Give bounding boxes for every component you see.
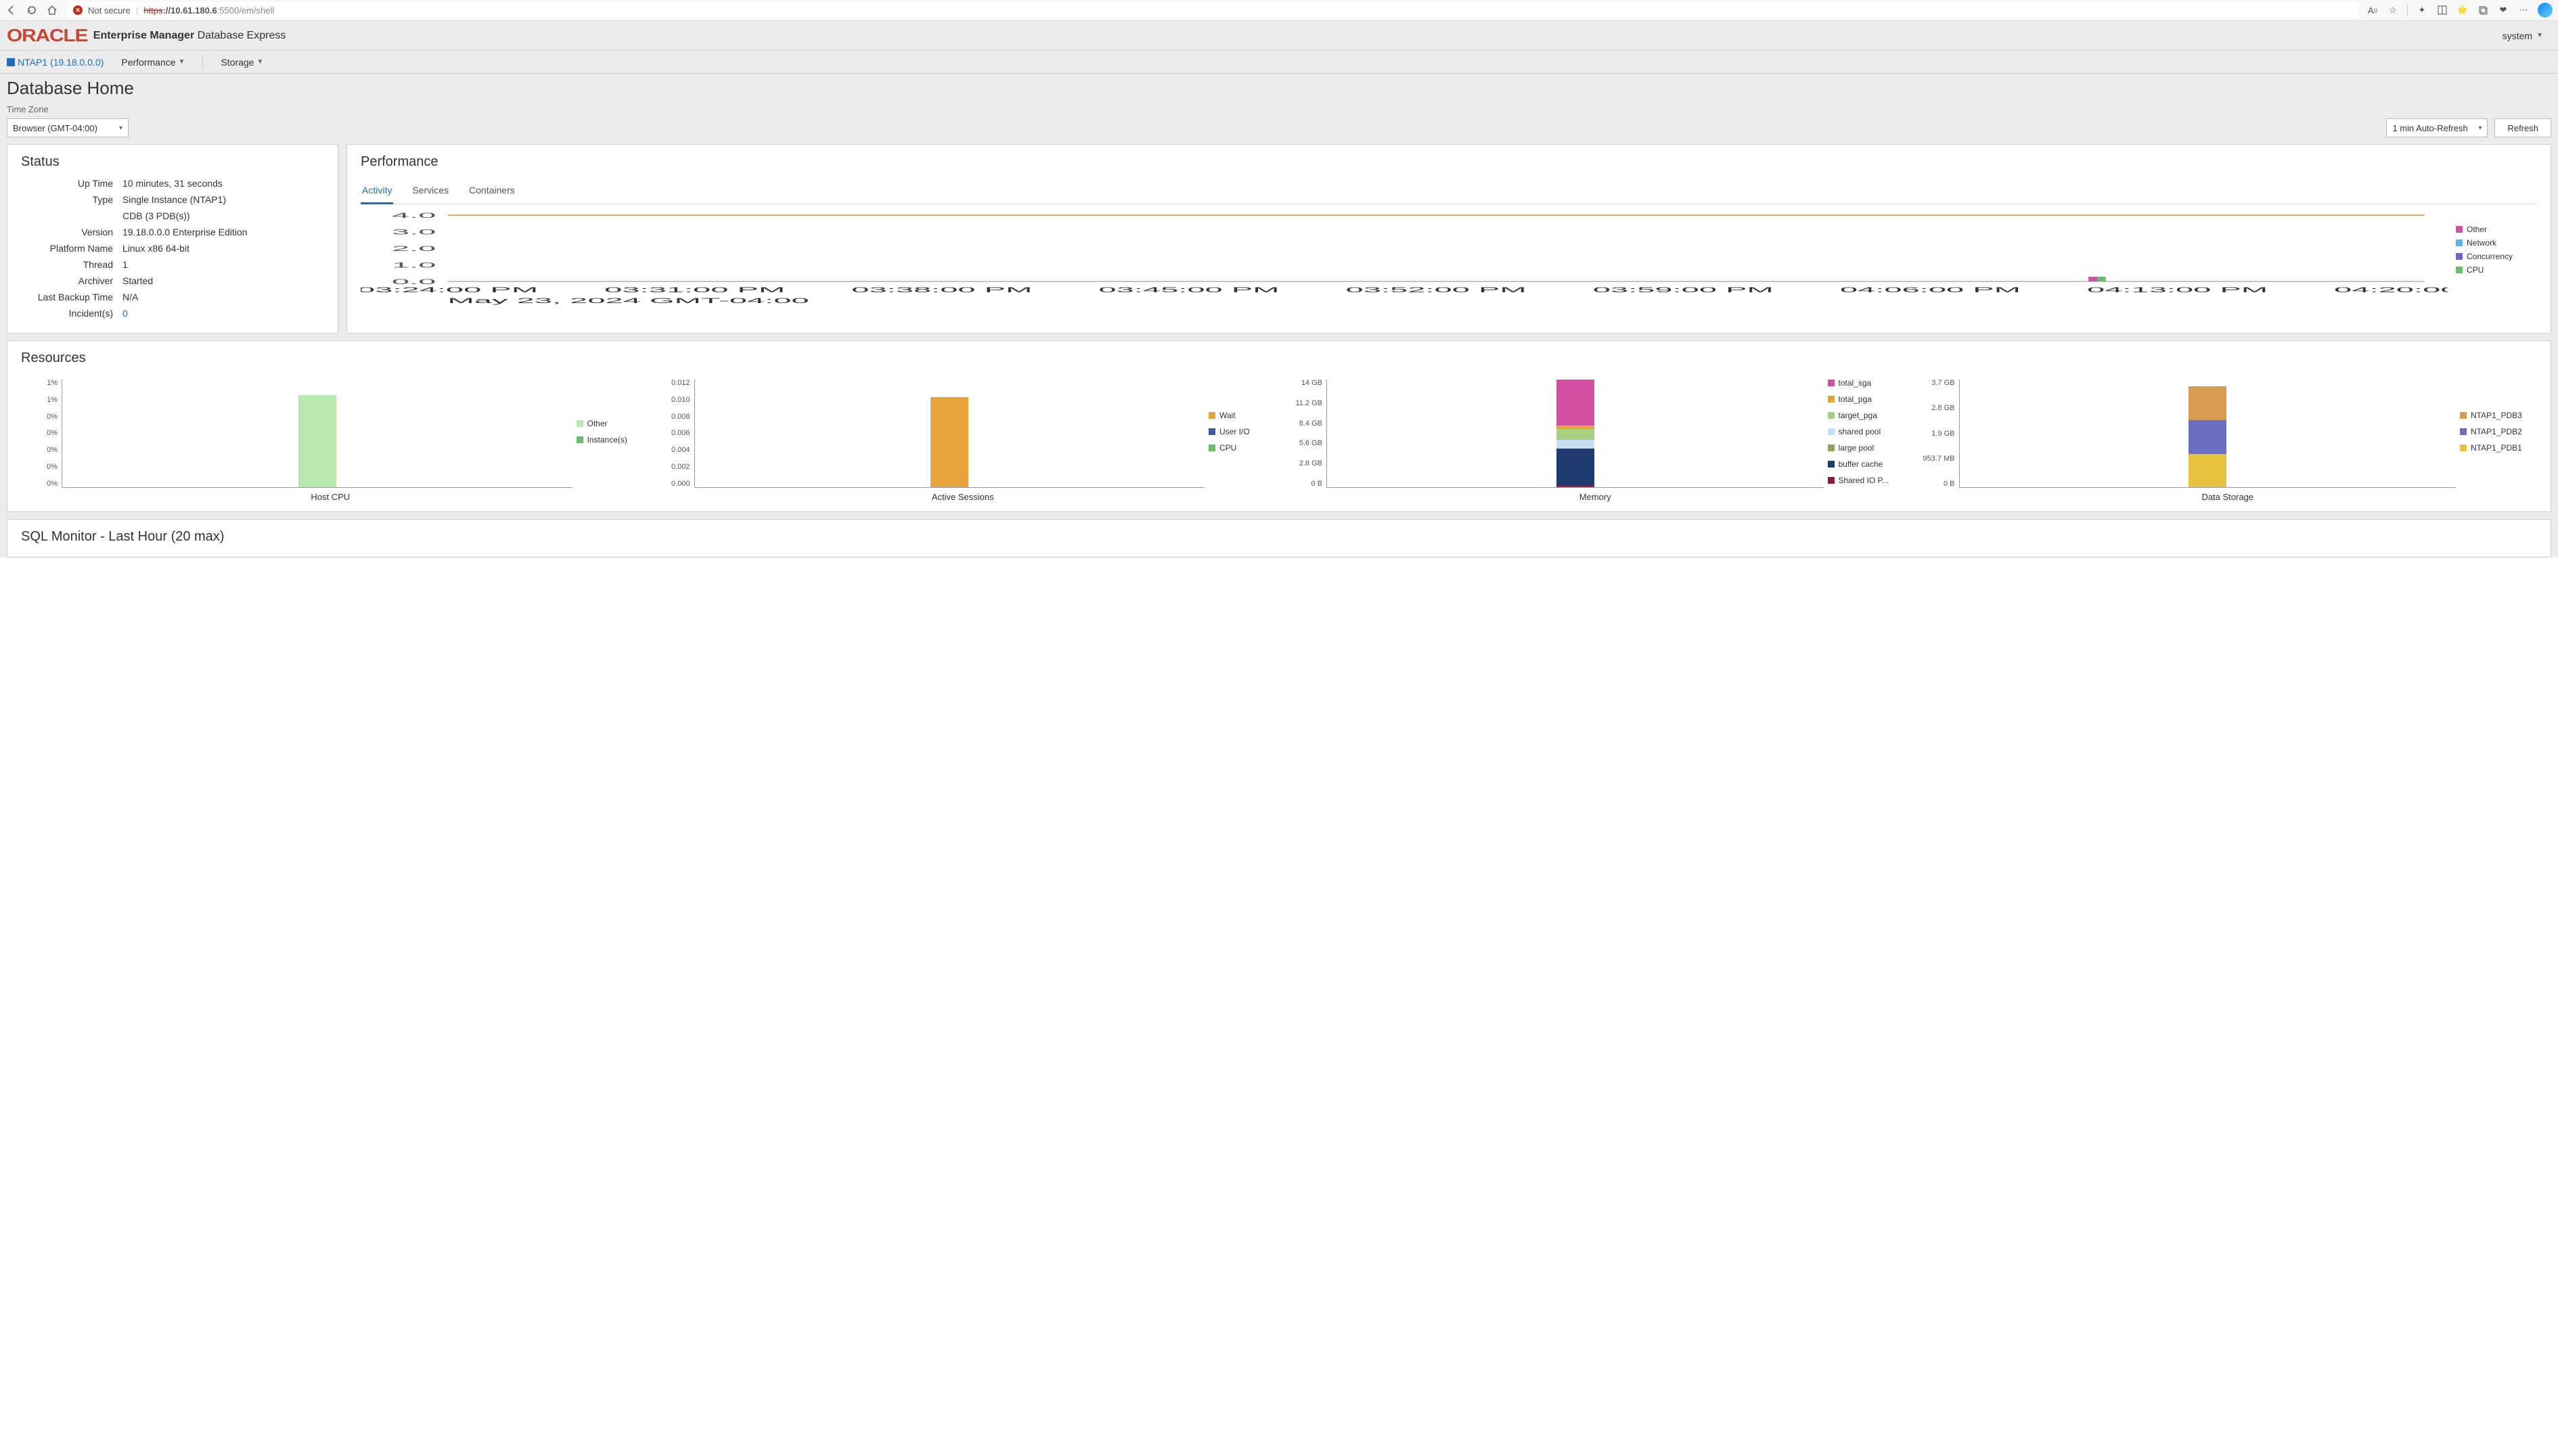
resources-title: Resources xyxy=(21,350,2537,366)
performance-title: Performance xyxy=(361,154,2537,170)
favorites-icon[interactable]: ⭐ xyxy=(2456,4,2469,16)
sql-monitor-panel: SQL Monitor - Last Hour (20 max) xyxy=(7,519,2551,558)
database-icon xyxy=(7,58,15,66)
profile-avatar[interactable] xyxy=(2538,3,2553,18)
perf-tabs: Activity Services Containers xyxy=(361,178,2537,204)
tab-activity[interactable]: Activity xyxy=(361,178,393,204)
oracle-logo: ORACLE xyxy=(7,25,87,46)
svg-text:03:59:00 PM: 03:59:00 PM xyxy=(1593,286,1774,294)
collections-icon[interactable] xyxy=(2477,4,2489,16)
svg-text:03:31:00 PM: 03:31:00 PM xyxy=(604,286,785,294)
svg-text:03:45:00 PM: 03:45:00 PM xyxy=(1098,286,1279,294)
nav-bar: NTAP1 (19.18.0.0.0) Performance▼ Storage… xyxy=(0,51,2558,74)
svg-text:4.0: 4.0 xyxy=(392,211,436,219)
db-breadcrumb[interactable]: NTAP1 (19.18.0.0.0) xyxy=(7,57,104,68)
svg-text:2.0: 2.0 xyxy=(392,244,436,252)
timezone-select[interactable]: Browser (GMT-04:00) xyxy=(7,118,129,137)
status-title: Status xyxy=(21,154,324,170)
hostcpu-chart: 1%1%0%0%0%0%0% OtherInstance(s) Host CPU xyxy=(21,380,640,502)
oracle-header: ORACLE Enterprise Manager Database Expre… xyxy=(0,21,2558,51)
autorefresh-select[interactable]: 1 min Auto-Refresh xyxy=(2386,118,2488,137)
status-grid: Up Time10 minutes, 31 seconds TypeSingle… xyxy=(21,178,324,319)
not-secure-label: Not secure xyxy=(88,5,131,16)
svg-text:03:38:00 PM: 03:38:00 PM xyxy=(851,286,1032,294)
svg-text:04:06:00 PM: 04:06:00 PM xyxy=(1840,286,2021,294)
extensions-icon[interactable]: ✦ xyxy=(2416,4,2428,16)
read-aloud-icon[interactable]: A)) xyxy=(2366,4,2379,16)
svg-text:May 23, 2024 GMT-04:00: May 23, 2024 GMT-04:00 xyxy=(448,296,809,304)
svg-text:04:20:00 PM: 04:20:00 PM xyxy=(2334,286,2448,294)
nav-performance[interactable]: Performance▼ xyxy=(117,51,189,73)
svg-text:03:52:00 PM: 03:52:00 PM xyxy=(1346,286,1527,294)
url: https://10.61.180.6:5500/em/shell xyxy=(143,5,274,16)
page-title: Database Home xyxy=(0,74,2558,101)
svg-text:03:24:00 PM: 03:24:00 PM xyxy=(361,286,538,294)
timezone-label: Time Zone xyxy=(0,101,2558,116)
address-bar[interactable]: ✕ Not secure | https://10.61.180.6:5500/… xyxy=(66,2,2358,18)
svg-text:0.0: 0.0 xyxy=(392,277,436,286)
health-icon[interactable]: ❤ xyxy=(2497,4,2509,16)
refresh-button[interactable]: Refresh xyxy=(2494,118,2551,137)
memory-chart: 14 GB11.2 GB8.4 GB5.6 GB2.8 GB0 B total_… xyxy=(1286,380,1905,502)
resources-panel: Resources 1%1%0%0%0%0%0% OtherInstance(s… xyxy=(7,340,2551,512)
star-icon[interactable]: ☆ xyxy=(2387,4,2399,16)
nav-storage[interactable]: Storage▼ xyxy=(217,51,267,73)
tab-containers[interactable]: Containers xyxy=(468,178,516,204)
back-icon[interactable] xyxy=(5,4,18,16)
performance-panel: Performance Activity Services Containers… xyxy=(346,144,2551,334)
sql-monitor-title: SQL Monitor - Last Hour (20 max) xyxy=(7,520,2551,557)
storage-chart: 3.7 GB2.8 GB1.9 GB953.7 MB0 B NTAP1_PDB3… xyxy=(1918,380,2538,502)
browser-chrome: ✕ Not secure | https://10.61.180.6:5500/… xyxy=(0,0,2558,21)
status-panel: Status Up Time10 minutes, 31 seconds Typ… xyxy=(7,144,338,334)
not-secure-icon: ✕ xyxy=(73,5,83,15)
activity-legend: Other Network Concurrency CPU xyxy=(2456,211,2537,306)
user-menu[interactable]: system▼ xyxy=(2503,30,2551,41)
home-icon[interactable] xyxy=(46,4,58,16)
svg-text:3.0: 3.0 xyxy=(392,228,436,236)
sessions-chart: 0.0120.0100.0080.0060.0040.0020.000 Wait… xyxy=(654,380,1273,502)
svg-text:04:13:00 PM: 04:13:00 PM xyxy=(2087,286,2268,294)
activity-chart: 4.0 3.0 2.0 1.0 0.003:24:00 PM 03:31:00 PM 03:… xyxy=(361,211,2448,306)
tab-services[interactable]: Services xyxy=(411,178,450,204)
refresh-icon[interactable] xyxy=(26,4,38,16)
product-name: Enterprise Manager Database Express xyxy=(93,30,286,42)
incidents-link[interactable]: 0 xyxy=(122,308,128,319)
svg-text:1.0: 1.0 xyxy=(392,261,436,269)
more-icon[interactable]: ⋯ xyxy=(2517,4,2530,16)
split-icon[interactable] xyxy=(2436,4,2448,16)
